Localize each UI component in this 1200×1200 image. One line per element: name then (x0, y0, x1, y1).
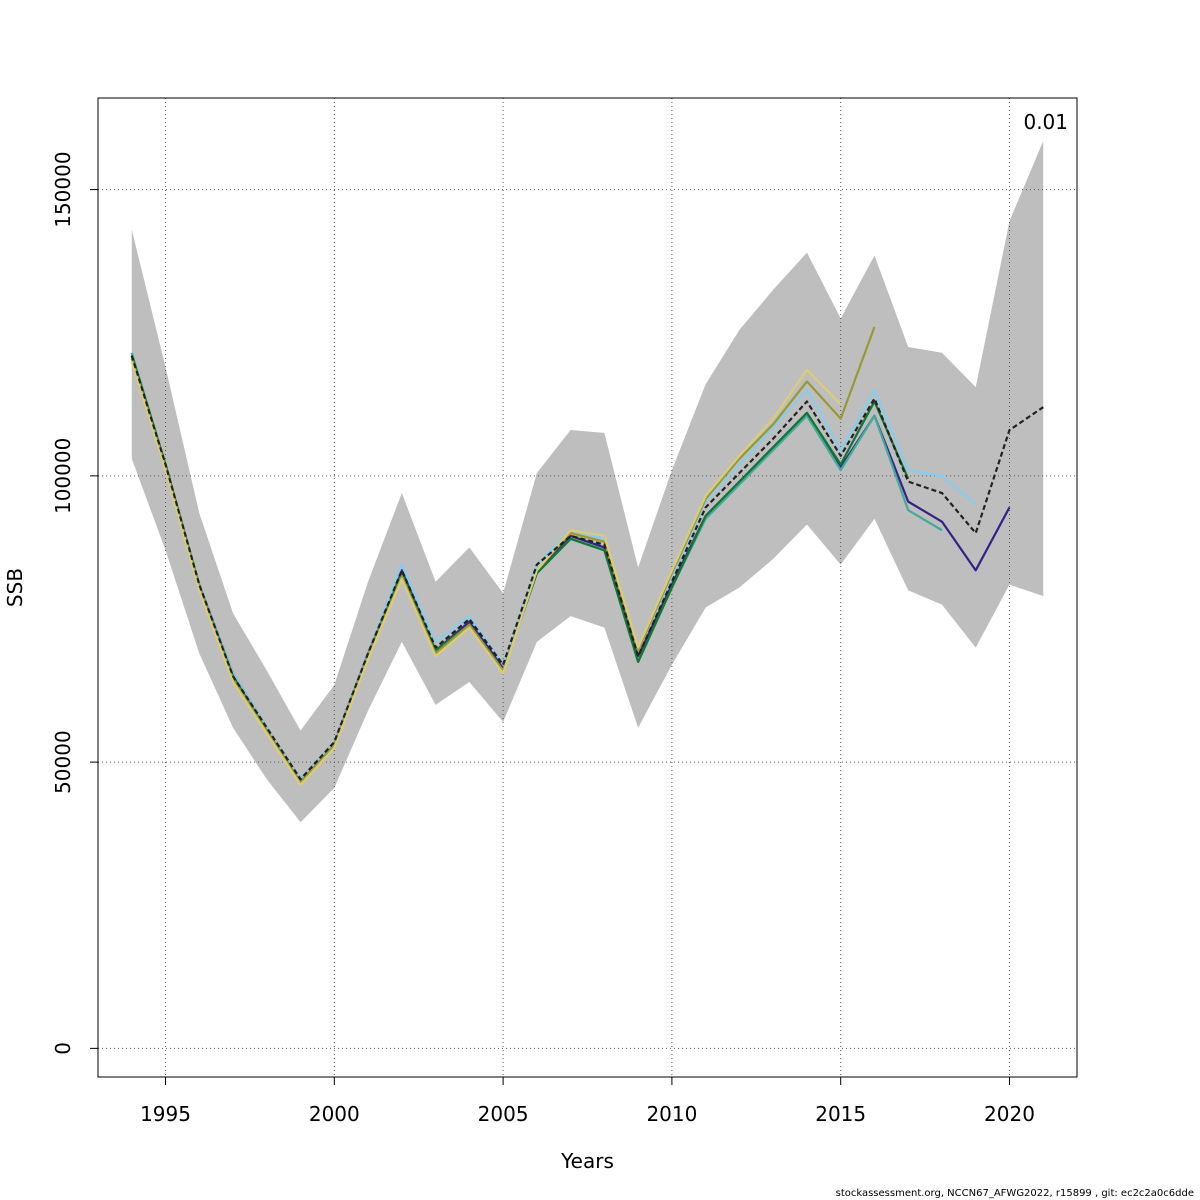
corner-annotation: 0.01 (1023, 110, 1068, 134)
x-tick-label: 2000 (309, 1102, 360, 1126)
x-tick-label: 2005 (478, 1102, 529, 1126)
x-tick-label: 2015 (815, 1102, 866, 1126)
x-tick-label: 2010 (646, 1102, 697, 1126)
y-tick-label: 50000 (51, 730, 75, 794)
footer-credit: stockassessment.org, NCCN67_AFWG2022, r1… (835, 1188, 1194, 1199)
y-axis-title: SSB (3, 568, 27, 607)
y-tick-label: 0 (51, 1042, 75, 1055)
x-axis-title: Years (560, 1149, 614, 1173)
confidence-band (131, 140, 1044, 823)
series-line-7 (130, 355, 1044, 781)
series-line-6 (130, 361, 842, 787)
series-layer (130, 326, 1044, 787)
y-tick-label: 150000 (51, 151, 75, 227)
y-tick-label: 100000 (51, 438, 75, 514)
plot-frame (97, 97, 1078, 1078)
confidence-band-layer (131, 140, 1044, 823)
x-tick-label: 1995 (140, 1102, 191, 1126)
x-tick-label: 2020 (984, 1102, 1035, 1126)
axis-layer: 1995 2000 2005 2010 2015 2020 0 50000 100000 1500… (51, 151, 1035, 1126)
